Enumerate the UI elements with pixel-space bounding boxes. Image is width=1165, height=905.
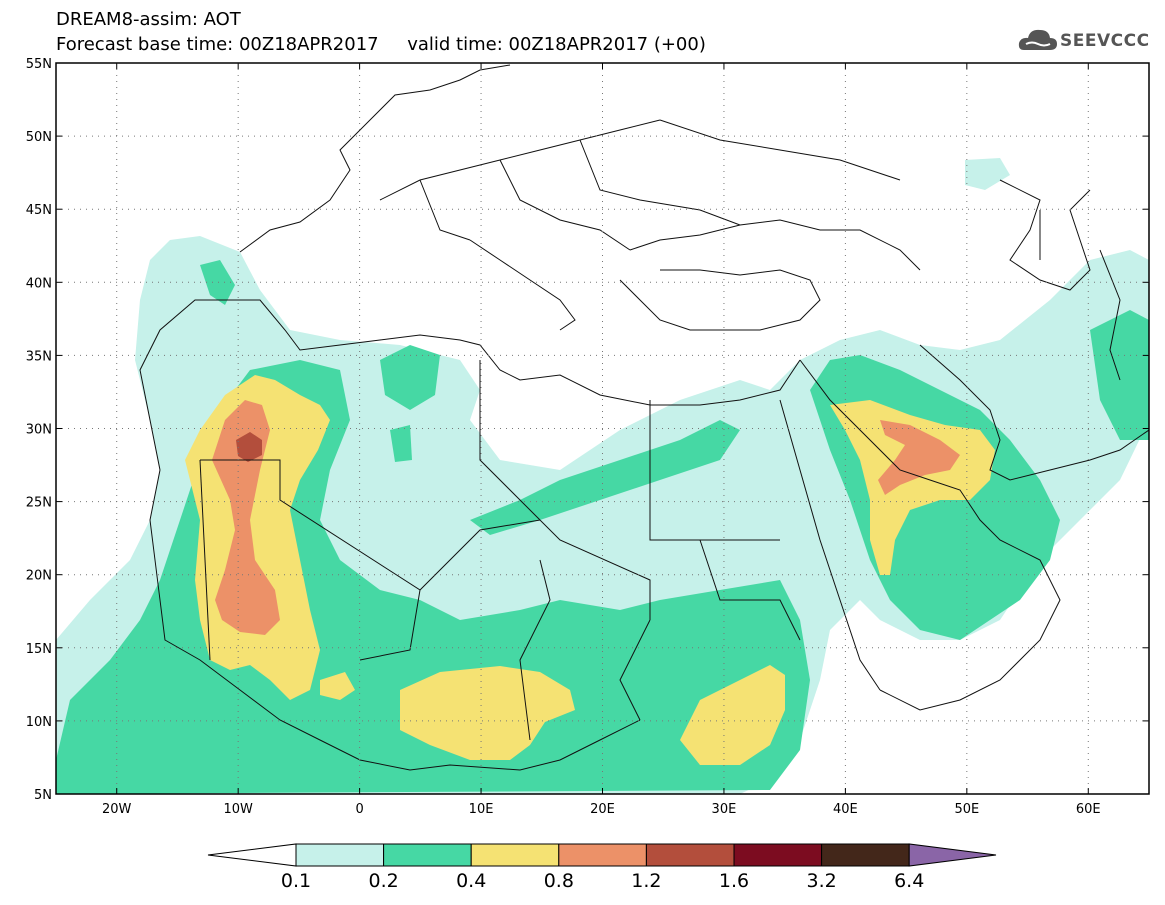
axis-ticks — [56, 62, 1149, 795]
lat-label: 15N — [26, 642, 52, 657]
lat-label: 20N — [26, 569, 52, 584]
colorbar-segment — [470, 843, 560, 867]
colorbar-label: 6.4 — [894, 870, 925, 892]
colorbar-label: 1.6 — [718, 870, 750, 892]
colorbar-label: 3.2 — [806, 870, 837, 892]
colorbar-label: 0.2 — [368, 870, 399, 892]
colorbar-label: 0.4 — [456, 870, 487, 892]
aot-level-1-2 — [236, 432, 262, 462]
logo-text: SEEVCCC — [1060, 31, 1150, 51]
latitude-labels: 55N 50N 45N 40N 35N 30N 25N 20N 15N 10N 5N — [26, 57, 52, 803]
lon-label: 20E — [590, 802, 615, 817]
lon-label: 30E — [712, 802, 737, 817]
colorbar-label: 0.1 — [280, 870, 312, 892]
colorbar-high-triangle — [908, 843, 997, 867]
colorbar-segment — [733, 843, 823, 867]
colorbar-label: 1.2 — [631, 870, 662, 892]
colorbar-low-triangle — [207, 843, 297, 867]
title-line-1: DREAM8-assim: AOT — [56, 9, 241, 30]
lat-label: 5N — [34, 788, 52, 803]
colorbar-segment — [383, 843, 472, 867]
lat-label: 25N — [26, 496, 52, 511]
lon-label: 60E — [1076, 802, 1101, 817]
colorbar-segment — [821, 843, 910, 867]
lat-label: 10N — [26, 715, 52, 730]
lat-label: 40N — [26, 276, 52, 291]
seevccc-logo: SEEVCCC — [1018, 24, 1153, 58]
colorbar-segment — [645, 843, 735, 867]
lon-label: 40E — [833, 802, 858, 817]
colorbar-segment — [295, 843, 385, 867]
colorbar-segment — [558, 843, 647, 867]
lon-label: 0 — [355, 802, 363, 817]
lat-label: 45N — [26, 203, 52, 218]
colorbar — [207, 843, 997, 867]
lon-label: 50E — [954, 802, 979, 817]
aot-field — [56, 158, 1149, 794]
longitude-labels: 20W 10W 0 10E 20E 30E 40E 50E 60E — [102, 802, 1101, 817]
aot-level-0-8 — [212, 400, 960, 635]
cloud-icon — [1018, 29, 1057, 50]
lon-label: 20W — [102, 802, 132, 817]
lat-label: 35N — [26, 349, 52, 364]
lon-label: 10W — [223, 802, 253, 817]
grid-dots — [56, 63, 1149, 794]
lon-label: 10E — [469, 802, 494, 817]
title-line-2: Forecast base time: 00Z18APR2017 valid t… — [56, 34, 706, 55]
lat-label: 55N — [26, 57, 52, 72]
lat-label: 30N — [26, 423, 52, 438]
lat-label: 50N — [26, 130, 52, 145]
colorbar-label: 0.8 — [543, 870, 574, 892]
